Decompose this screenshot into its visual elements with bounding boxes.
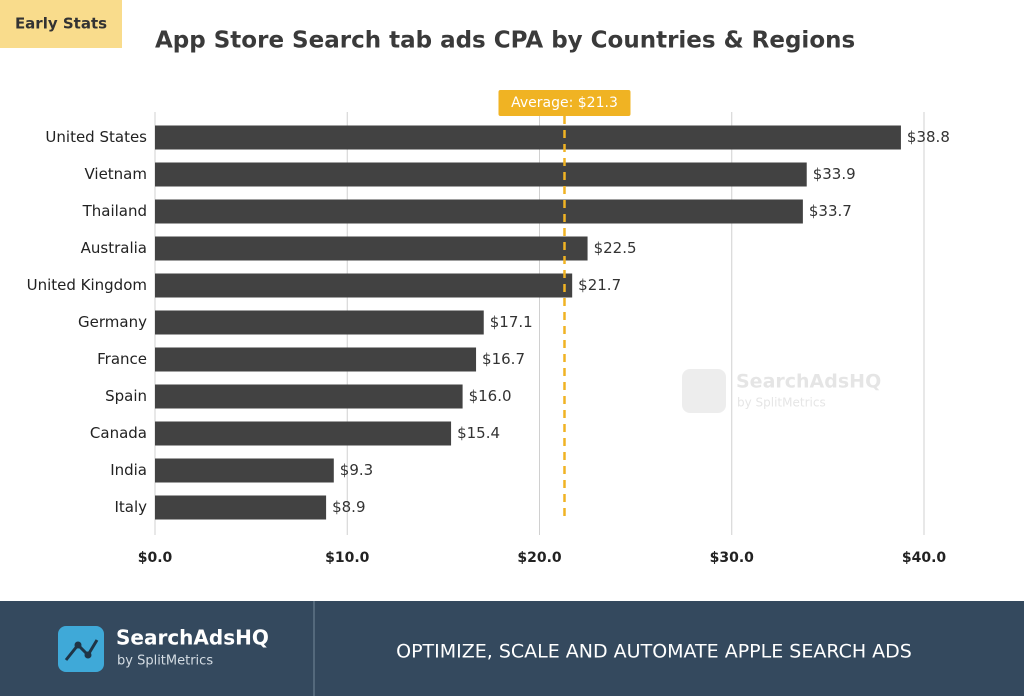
value-label: $16.7 [482, 350, 525, 368]
footer-tagline: OPTIMIZE, SCALE AND AUTOMATE APPLE SEARC… [396, 641, 912, 663]
y-tick-label: France [97, 350, 147, 368]
y-tick-label: Canada [90, 424, 147, 442]
bar [155, 421, 452, 446]
value-label: $38.8 [907, 128, 950, 146]
y-tick-label: Vietnam [84, 165, 147, 183]
x-tick-label: $40.0 [902, 550, 947, 566]
bar [155, 125, 901, 150]
footer-logo-line [64, 639, 99, 661]
plot: $0.0 $10.0 $20.0 $30.0 $40.0 United States $38… [27, 90, 950, 566]
value-label: $17.1 [490, 313, 533, 331]
footer-logo-dot [74, 641, 82, 649]
bar [155, 273, 573, 298]
bar [155, 384, 463, 409]
y-tick-label: India [110, 461, 147, 479]
value-label: $21.7 [578, 276, 621, 294]
bar [155, 199, 803, 224]
bar [155, 310, 484, 335]
value-label: $33.9 [813, 165, 856, 183]
value-label: $16.0 [469, 387, 512, 405]
x-tick-label: $0.0 [138, 550, 173, 566]
y-tick-label: Spain [105, 387, 147, 405]
bar [155, 162, 807, 187]
x-tick-label: $20.0 [517, 550, 562, 566]
watermark-brand: SearchAdsHQ [736, 371, 881, 393]
badge: Early Stats [15, 15, 107, 33]
badge-box [0, 0, 122, 48]
average-label-box [498, 90, 631, 116]
x-tick-label: $10.0 [325, 550, 370, 566]
footer-brand: SearchAdsHQ [116, 626, 269, 650]
watermark-byline: by SplitMetrics [737, 396, 826, 410]
y-tick-label: United States [45, 128, 147, 146]
bar [155, 458, 334, 483]
average-label: Average: $21.3 [511, 95, 618, 111]
bar [155, 236, 588, 261]
y-tick-label: Thailand [82, 202, 147, 220]
y-tick-label: United Kingdom [27, 276, 147, 294]
value-label: $22.5 [594, 239, 637, 257]
bar [155, 495, 327, 520]
footer-byline: by SplitMetrics [117, 654, 213, 669]
y-tick-label: Australia [81, 239, 147, 257]
watermark: SearchAdsHQ by SplitMetrics [682, 369, 881, 413]
value-label: $8.9 [332, 498, 365, 516]
x-tick-label: $30.0 [710, 550, 755, 566]
value-label: $15.4 [457, 424, 500, 442]
footer [0, 601, 1024, 696]
value-label: $33.7 [809, 202, 852, 220]
bar [155, 347, 477, 372]
value-label: $9.3 [340, 461, 373, 479]
watermark-icon [682, 369, 726, 413]
y-tick-label: Germany [78, 313, 147, 331]
y-tick-label: Italy [114, 498, 147, 516]
chart-title: App Store Search tab ads CPA by Countrie… [155, 28, 855, 54]
footer-logo-dot [84, 651, 92, 659]
